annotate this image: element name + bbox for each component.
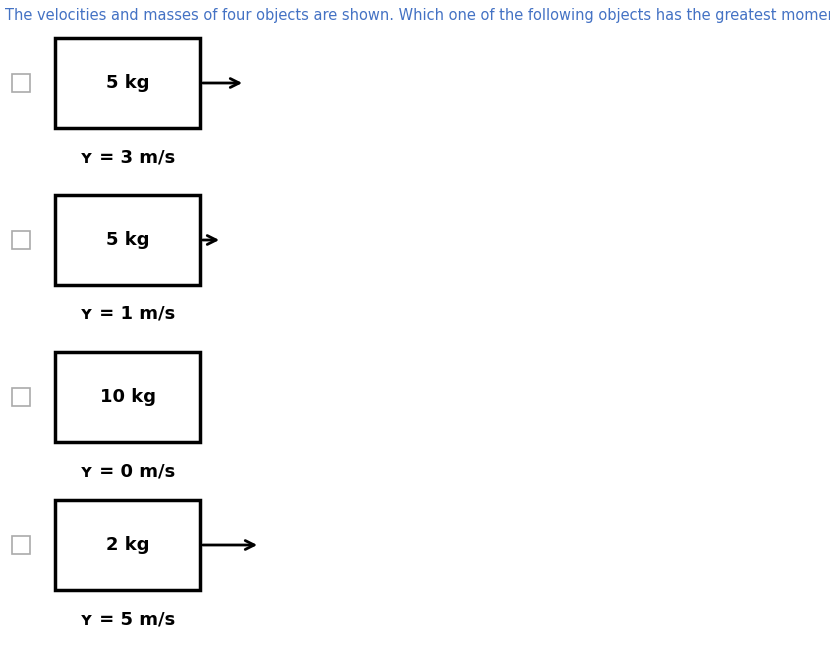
Text: 2 kg: 2 kg xyxy=(105,536,149,554)
FancyBboxPatch shape xyxy=(55,500,200,590)
Text: ʏ = 3 m/s: ʏ = 3 m/s xyxy=(80,148,175,166)
Text: The velocities and masses of four objects are shown. Which one of the following : The velocities and masses of four object… xyxy=(5,8,830,23)
Text: ʏ = 5 m/s: ʏ = 5 m/s xyxy=(80,610,175,628)
Text: ʏ = 0 m/s: ʏ = 0 m/s xyxy=(80,462,175,480)
FancyBboxPatch shape xyxy=(55,195,200,285)
FancyBboxPatch shape xyxy=(12,388,30,406)
Text: 5 kg: 5 kg xyxy=(105,231,149,249)
FancyBboxPatch shape xyxy=(55,38,200,128)
Text: ʏ = 1 m/s: ʏ = 1 m/s xyxy=(80,305,175,323)
FancyBboxPatch shape xyxy=(12,536,30,554)
Text: 10 kg: 10 kg xyxy=(100,388,155,406)
FancyBboxPatch shape xyxy=(12,231,30,249)
FancyBboxPatch shape xyxy=(55,352,200,442)
Text: 5 kg: 5 kg xyxy=(105,74,149,92)
FancyBboxPatch shape xyxy=(12,74,30,92)
